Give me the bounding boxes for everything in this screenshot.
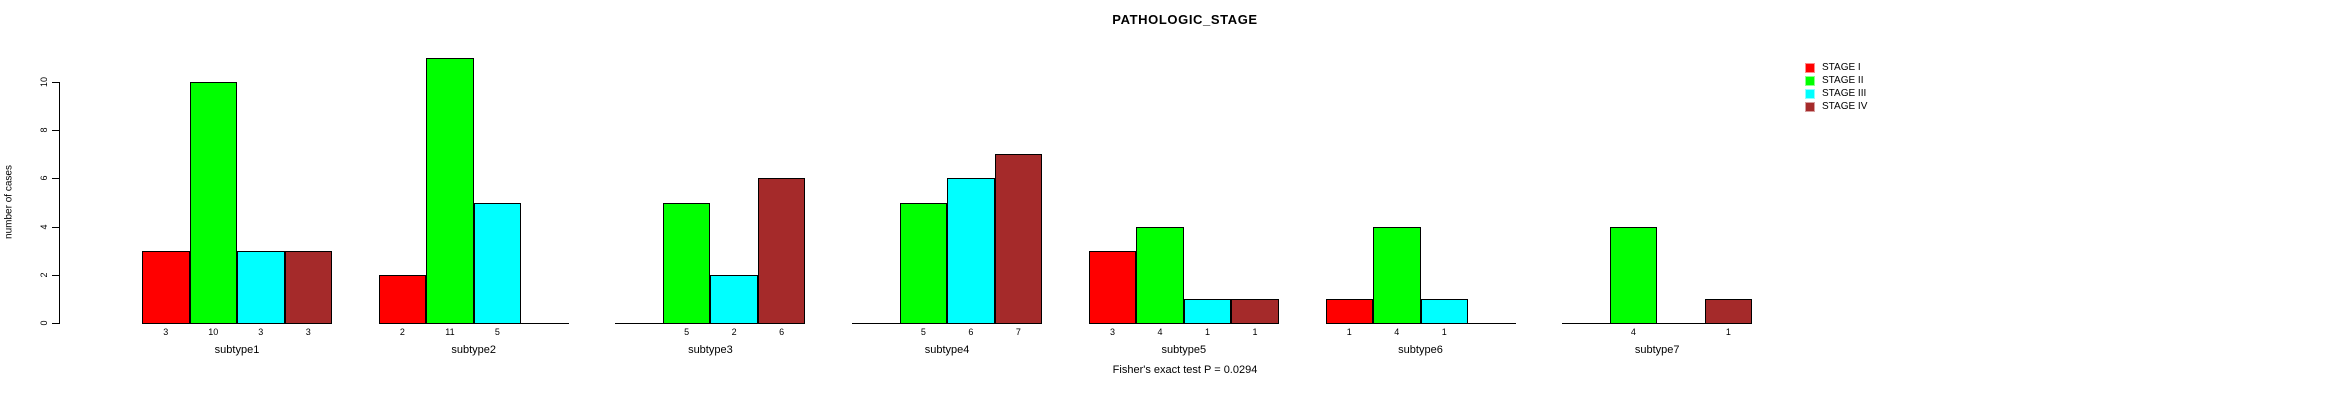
baseline xyxy=(1562,323,1753,324)
bar-value-label: 4 xyxy=(1157,327,1163,337)
legend-item: STAGE III xyxy=(1805,89,1867,99)
y-tick-label: 0 xyxy=(39,320,49,326)
bar-value-label: 1 xyxy=(1205,327,1211,337)
bar-value-label: 2 xyxy=(731,327,737,337)
bar xyxy=(284,250,332,324)
bar-value-label: 4 xyxy=(1394,327,1400,337)
y-tick xyxy=(52,226,59,228)
y-axis-label: number of cases xyxy=(3,165,15,239)
bar-value-label: 1 xyxy=(1346,327,1352,337)
bar-value-label: 10 xyxy=(208,327,219,337)
bar xyxy=(1231,298,1279,324)
bar xyxy=(473,202,522,324)
legend-swatch-icon xyxy=(1805,63,1815,73)
category-label: subtype6 xyxy=(1398,344,1443,356)
legend-label: STAGE IV xyxy=(1822,101,1868,112)
legend-label: STAGE III xyxy=(1822,88,1867,99)
bar-value-label: 3 xyxy=(305,327,311,337)
y-tick xyxy=(52,178,59,180)
y-axis-line xyxy=(59,82,60,324)
bar xyxy=(710,274,758,324)
bar-value-label: 5 xyxy=(494,327,500,337)
bar-value-label: 7 xyxy=(1015,327,1021,337)
bar xyxy=(1183,298,1232,324)
y-tick xyxy=(52,82,59,83)
y-tick-label: 6 xyxy=(39,175,49,181)
legend: STAGE I STAGE II STAGE III STAGE IV xyxy=(1805,63,1867,112)
bar-value-label: 3 xyxy=(163,327,169,337)
bar xyxy=(378,274,427,324)
legend-label: STAGE II xyxy=(1822,75,1864,86)
bar-value-label: 1 xyxy=(1252,327,1258,337)
legend-swatch-icon xyxy=(1805,76,1815,86)
chart-title: PATHOLOGIC_STAGE xyxy=(1112,12,1258,27)
bar-value-label: 5 xyxy=(920,327,926,337)
bar-value-label: 5 xyxy=(684,327,690,337)
y-tick-label: 4 xyxy=(39,224,49,230)
bar xyxy=(1373,226,1421,324)
category-label: subtype7 xyxy=(1634,344,1680,356)
y-tick-label: 2 xyxy=(39,272,49,278)
bar xyxy=(1704,298,1753,324)
bar-value-label: 11 xyxy=(445,327,455,337)
bar xyxy=(662,202,711,324)
bar xyxy=(1136,226,1184,324)
bar-value-label: 6 xyxy=(779,327,785,337)
category-label: subtype5 xyxy=(1161,344,1207,356)
legend-swatch-icon xyxy=(1805,102,1815,112)
y-tick xyxy=(52,274,59,276)
bar xyxy=(757,178,806,324)
bar xyxy=(189,82,237,324)
category-label: subtype2 xyxy=(451,344,497,356)
y-tick xyxy=(52,130,59,132)
bar xyxy=(1609,226,1658,324)
bar xyxy=(947,178,995,324)
legend-item: STAGE II xyxy=(1805,76,1867,86)
bar xyxy=(899,202,948,324)
legend-item: STAGE I xyxy=(1805,63,1867,73)
y-tick xyxy=(52,323,59,324)
bar-value-label: 6 xyxy=(968,327,974,337)
bar-value-label: 1 xyxy=(1441,327,1447,337)
bar-value-label: 4 xyxy=(1630,327,1636,337)
y-tick-label: 10 xyxy=(39,76,49,88)
bar xyxy=(426,57,474,324)
category-label: subtype1 xyxy=(214,344,260,356)
y-tick-label: 8 xyxy=(39,127,49,133)
bar xyxy=(1088,250,1137,324)
category-label: subtype3 xyxy=(688,344,733,356)
bar-value-label: 1 xyxy=(1725,327,1731,337)
bar-value-label: 2 xyxy=(399,327,405,337)
fisher-test-annotation: Fisher's exact test P = 0.0294 xyxy=(1112,364,1258,376)
bar xyxy=(142,250,190,324)
category-label: subtype4 xyxy=(924,344,970,356)
bar xyxy=(994,154,1043,324)
bar-value-label: 3 xyxy=(1110,327,1116,337)
legend-item: STAGE IV xyxy=(1805,102,1867,112)
bar xyxy=(1325,298,1373,324)
legend-label: STAGE I xyxy=(1822,62,1861,73)
legend-swatch-icon xyxy=(1805,89,1815,99)
bar-value-label: 3 xyxy=(258,327,264,337)
bar xyxy=(237,250,285,324)
bar xyxy=(1420,298,1468,324)
